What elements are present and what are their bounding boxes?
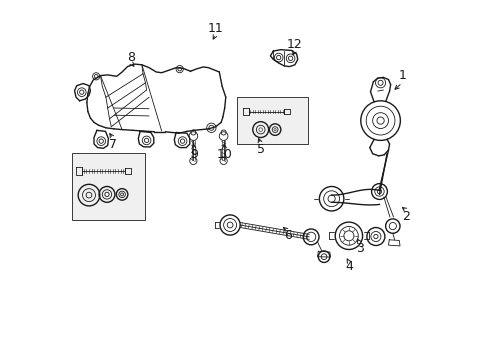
- Bar: [72, 153, 145, 220]
- Text: 7: 7: [109, 138, 117, 150]
- Text: 3: 3: [355, 242, 363, 255]
- Text: 10: 10: [216, 148, 232, 161]
- Text: 4: 4: [344, 260, 352, 273]
- Text: 11: 11: [207, 22, 223, 35]
- Text: 2: 2: [402, 210, 409, 222]
- Text: 5: 5: [256, 143, 264, 156]
- Text: 6: 6: [283, 229, 291, 242]
- Text: 1: 1: [397, 69, 406, 82]
- Text: 9: 9: [190, 148, 198, 161]
- Text: 8: 8: [127, 51, 135, 64]
- Text: 12: 12: [286, 39, 302, 51]
- Bar: [237, 97, 307, 144]
